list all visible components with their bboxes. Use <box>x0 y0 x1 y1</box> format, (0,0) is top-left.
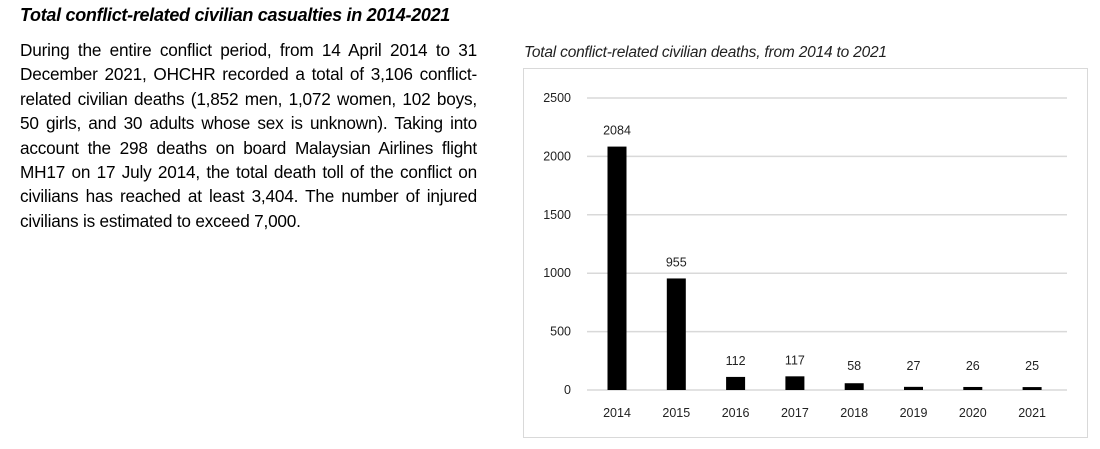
bar-2021 <box>1022 387 1042 390</box>
data-label: 26 <box>966 359 980 373</box>
chart-frame <box>523 68 1088 438</box>
x-tick-label: 2018 <box>840 406 868 420</box>
bar-2015 <box>666 278 686 390</box>
y-tick-label: 0 <box>564 383 571 397</box>
bar-2018 <box>844 383 864 390</box>
chart-title: Total conflict-related civilian deaths, … <box>524 44 887 61</box>
y-tick-label: 1500 <box>543 208 571 222</box>
data-label: 58 <box>847 359 861 373</box>
bar-2020 <box>963 386 983 390</box>
x-tick-label: 2021 <box>1018 406 1046 420</box>
data-label: 112 <box>726 354 746 368</box>
bar-2019 <box>904 386 923 390</box>
data-label: 2084 <box>603 124 631 138</box>
body-paragraph: During the entire conflict period, from … <box>20 40 477 231</box>
x-tick-label: 2015 <box>662 406 690 420</box>
data-label: 955 <box>666 255 687 269</box>
x-tick-label: 2017 <box>781 406 809 420</box>
bar-2016 <box>726 376 746 390</box>
y-tick-label: 1000 <box>543 266 571 280</box>
x-tick-label: 2016 <box>722 406 750 420</box>
y-tick-label: 500 <box>550 325 571 339</box>
x-tick-label: 2014 <box>603 406 631 420</box>
bar-2014 <box>607 146 627 390</box>
x-tick-label: 2020 <box>959 406 987 420</box>
y-tick-label: 2500 <box>543 91 571 105</box>
section-heading: Total conflict-related civilian casualti… <box>20 5 451 25</box>
bar-2017 <box>785 376 805 390</box>
x-tick-label: 2019 <box>900 406 928 420</box>
data-label: 25 <box>1025 359 1039 373</box>
y-tick-label: 2000 <box>543 149 571 163</box>
data-label: 27 <box>907 359 921 373</box>
data-label: 117 <box>785 353 805 367</box>
